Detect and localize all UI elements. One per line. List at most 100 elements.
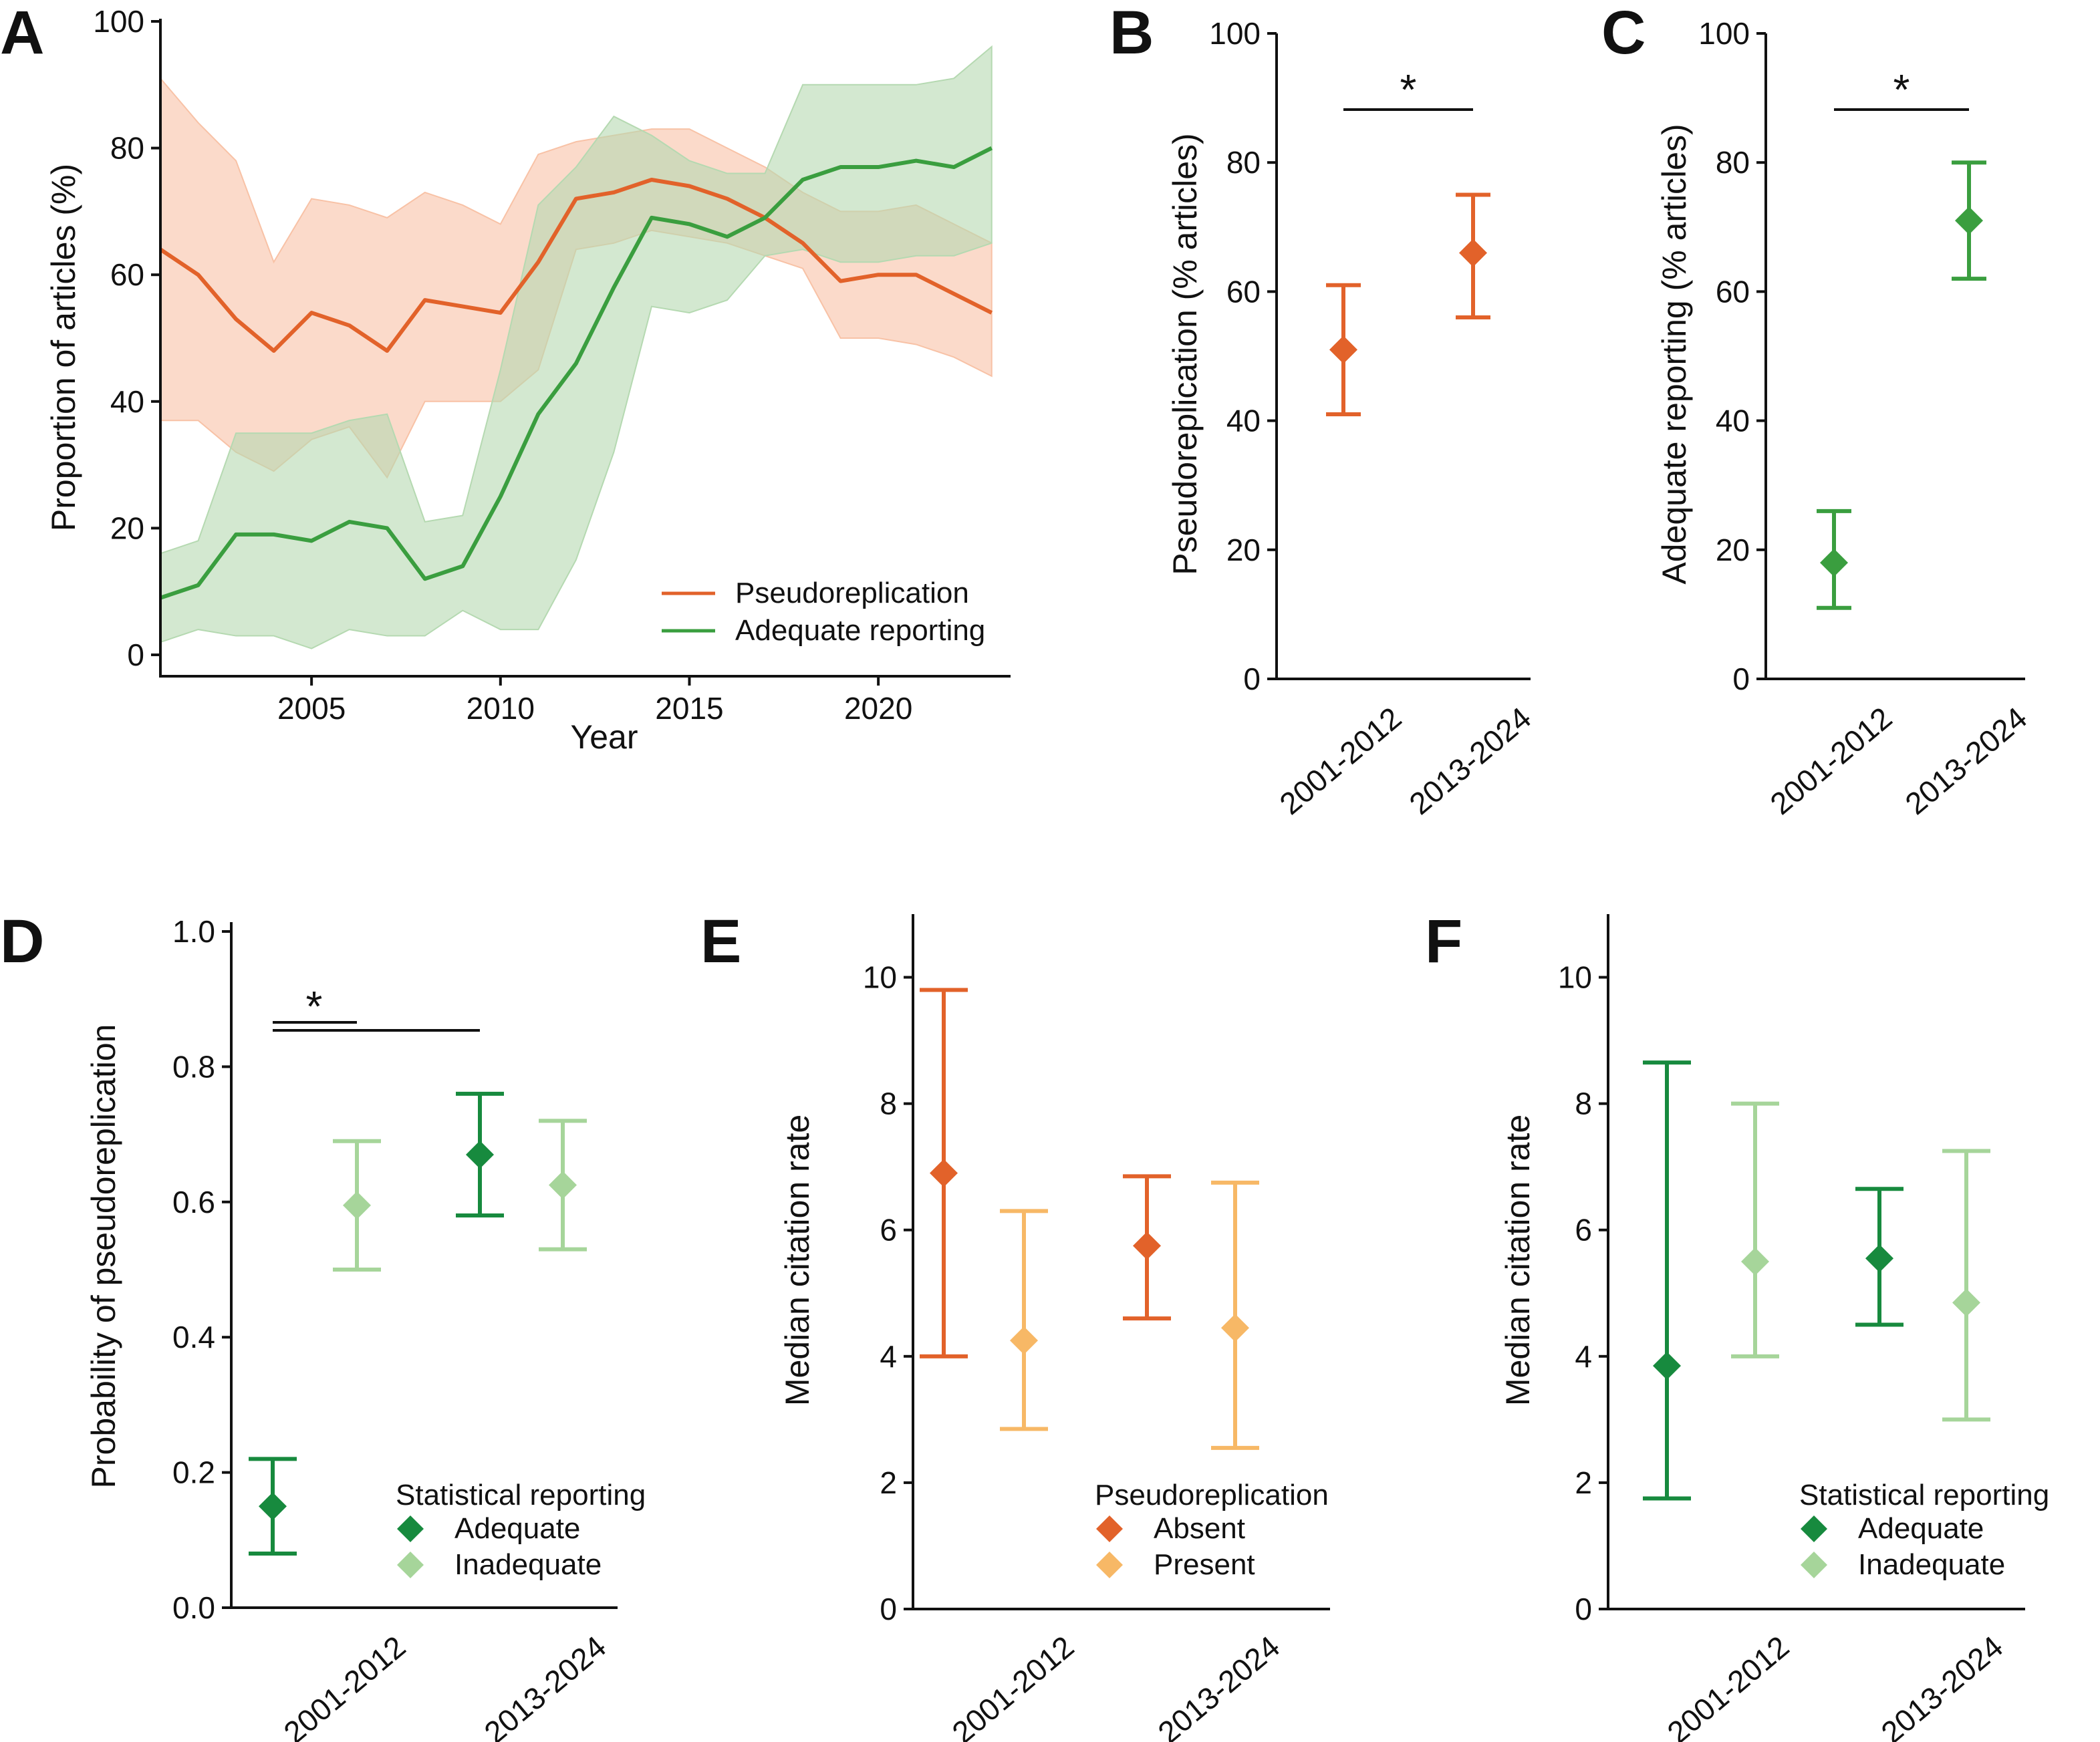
pseudoreplication-confidence-band — [160, 76, 993, 479]
adequate-period-1-point — [259, 1492, 287, 1521]
legend-label-inadequate: Inadequate — [454, 1548, 602, 1581]
y-tick-label: 8 — [1575, 1086, 1592, 1121]
x-tick-label: 2001-2012 — [1763, 700, 1898, 821]
y-tick-label: 0 — [127, 637, 144, 672]
x-tick-label: 2013-2024 — [477, 1629, 612, 1742]
panel-f-legend-title: Statistical reporting — [1799, 1479, 2049, 1511]
panel-e-x-ticks: 2001-2012 2013-2024 — [945, 1629, 1286, 1742]
panel-a-x-label: Year — [570, 718, 638, 756]
panel-d-marks — [249, 1091, 587, 1556]
panel-letter-e: E — [700, 907, 741, 976]
panel-e-y-label: Median citation rate — [779, 1115, 816, 1406]
x-tick-label: 2001-2012 — [1660, 1629, 1795, 1742]
pseudoreplication-line — [159, 178, 993, 353]
y-tick-label: 80 — [110, 131, 144, 166]
absent-period-2-point — [1133, 1231, 1161, 1260]
x-tick-label: 2001-2012 — [1273, 700, 1408, 821]
x-tick-label: 2020 — [844, 691, 912, 726]
y-tick-label: 8 — [880, 1086, 897, 1121]
x-tick-label: 2013-2024 — [1151, 1629, 1286, 1742]
panel-e-marks — [920, 988, 1259, 1450]
y-tick-label: 40 — [1716, 404, 1750, 438]
panel-a-y-label: Proportion of articles (%) — [45, 164, 82, 531]
panel-letter-a: A — [0, 0, 44, 67]
present-period-2-point — [1221, 1314, 1249, 1342]
panel-b-axes — [1275, 33, 1531, 680]
y-tick-label: 0.0 — [172, 1590, 215, 1625]
legend-label-adequate: Adequate — [454, 1512, 580, 1545]
period-1-point — [1329, 335, 1357, 364]
y-tick-label: 20 — [1716, 533, 1750, 567]
panel-d-legend-title: Statistical reporting — [396, 1479, 646, 1511]
panel-c-y-ticks: 0 20 40 60 80 100 — [1698, 16, 1766, 696]
y-tick-label: 100 — [1209, 16, 1261, 51]
adequate-period-2-point — [466, 1140, 494, 1169]
panel-b-y-ticks: 0 20 40 60 80 100 — [1209, 16, 1277, 696]
panel-c-y-label: Adequate reporting (% articles) — [1656, 124, 1693, 584]
y-tick-label: 60 — [1716, 274, 1750, 309]
panel-f-x-ticks: 2001-2012 2013-2024 — [1660, 1629, 2009, 1742]
panel-letter-d: D — [0, 907, 44, 976]
y-tick-label: 100 — [1698, 16, 1750, 51]
y-tick-label: 0.8 — [172, 1049, 215, 1084]
y-tick-label: 40 — [110, 384, 144, 419]
y-tick-label: 60 — [110, 257, 144, 292]
y-tick-label: 80 — [1226, 145, 1261, 180]
x-tick-label: 2013-2024 — [1898, 700, 2033, 821]
present-period-1-point — [1010, 1326, 1038, 1355]
y-tick-label: 20 — [1226, 533, 1261, 567]
y-tick-label: 2 — [1575, 1465, 1592, 1500]
legend-marker-present — [1096, 1552, 1123, 1578]
panel-f-legend: Statistical reporting Adequate Inadequat… — [1799, 1479, 2049, 1581]
absent-period-1-point — [930, 1159, 958, 1187]
panel-c-marks — [1817, 160, 1986, 610]
period-1-point — [1820, 549, 1848, 577]
x-tick-label: 2015 — [655, 691, 723, 726]
y-tick-label: 4 — [1575, 1339, 1592, 1374]
y-tick-label: 0 — [880, 1592, 897, 1626]
y-tick-label: 20 — [110, 511, 144, 545]
legend-label-inadequate: Inadequate — [1858, 1548, 2005, 1581]
panel-a-legend: Pseudoreplication Adequate reporting — [662, 577, 985, 647]
x-tick-label: 2001-2012 — [277, 1629, 412, 1742]
panel-f-y-label: Median citation rate — [1499, 1115, 1537, 1406]
legend-label-absent: Absent — [1154, 1512, 1245, 1545]
panel-letter-b: B — [1109, 0, 1154, 67]
panel-c-x-ticks: 2001-2012 2013-2024 — [1763, 700, 2033, 821]
legend-marker-inadequate — [1801, 1552, 1827, 1578]
y-tick-label: 40 — [1226, 404, 1261, 438]
x-tick-label: 2013-2024 — [1874, 1629, 2009, 1742]
inadequate-period-1-point — [1741, 1248, 1769, 1276]
panel-d: D 0.00.20.40.60.81.0 2001-2012 2013-2024 … — [0, 907, 646, 1742]
period-2-point — [1955, 206, 1983, 235]
y-tick-label: 60 — [1226, 274, 1261, 309]
period-2-point — [1459, 239, 1487, 267]
y-tick-label: 2 — [880, 1465, 897, 1500]
panel-a-x-ticks: 2005 2010 2015 2020 — [277, 676, 912, 726]
panel-a-bands — [160, 45, 993, 649]
y-tick-label: 0.6 — [172, 1185, 215, 1219]
legend-marker-adequate — [397, 1515, 424, 1542]
y-tick-label: 0 — [1243, 662, 1261, 696]
panel-e: E 0 2 4 6 8 10 2001-2012 2013-2024 Median cita… — [700, 907, 1330, 1742]
y-tick-label: 6 — [1575, 1213, 1592, 1248]
panel-d-y-ticks: 0.0 0.2 0.4 0.6 0.8 1.0 — [172, 914, 231, 1625]
panel-d-y-label: Probability of pseudoreplication — [85, 1024, 122, 1489]
panel-a-y-ticks: 0 20 40 60 80 100 — [93, 4, 160, 672]
inadequate-period-2-point — [1952, 1288, 1980, 1317]
legend-label-present: Present — [1154, 1548, 1255, 1581]
legend-marker-adequate — [1801, 1515, 1827, 1542]
panel-f-marks — [1643, 1060, 1990, 1501]
y-tick-label: 0.4 — [172, 1320, 215, 1354]
legend-label-pseudoreplication: Pseudoreplication — [735, 577, 969, 609]
y-tick-label: 4 — [880, 1339, 897, 1374]
panel-c: C 0 20 40 60 80 100 2001-2012 2013-2024 * Adeq… — [1601, 0, 2033, 821]
panel-b-marks — [1326, 192, 1490, 416]
panel-e-legend: Pseudoreplication Absent Present — [1095, 1479, 1329, 1581]
panel-e-y-ticks: 0 2 4 6 8 10 — [863, 960, 913, 1626]
panel-e-legend-title: Pseudoreplication — [1095, 1479, 1329, 1511]
inadequate-period-2-point — [549, 1171, 577, 1199]
y-tick-label: 10 — [863, 960, 897, 995]
